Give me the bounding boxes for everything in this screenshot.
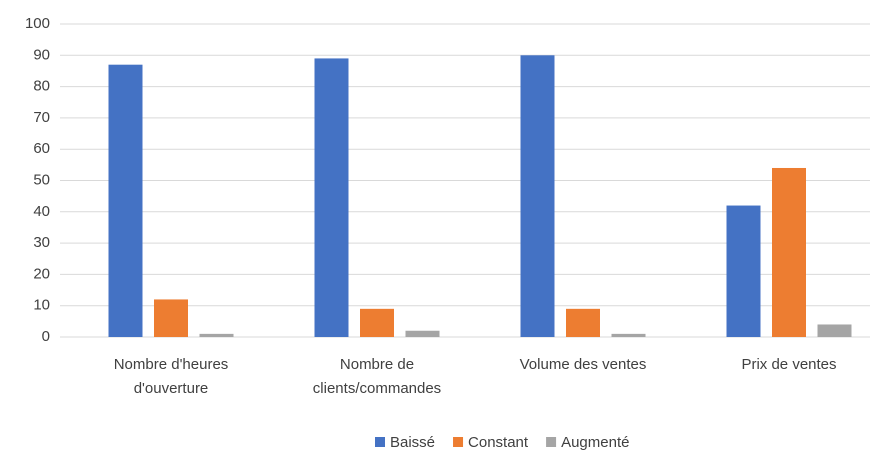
bar: [772, 167, 806, 337]
bar: [360, 308, 394, 337]
legend-swatch: [453, 437, 464, 447]
legend-label: Constant: [468, 434, 529, 451]
y-tick-label: 70: [33, 109, 50, 126]
legend-swatch: [546, 437, 557, 447]
y-tick-label: 40: [33, 203, 50, 220]
y-tick-label: 20: [33, 265, 50, 282]
legend-swatch: [375, 437, 385, 447]
y-tick-label: 0: [42, 328, 50, 345]
bar: [566, 308, 600, 337]
bar: [405, 330, 440, 337]
bar: [108, 64, 143, 337]
y-tick-label: 90: [33, 46, 50, 63]
bar: [611, 333, 646, 337]
y-tick-label: 100: [25, 15, 50, 32]
legend-label: Augmenté: [561, 434, 629, 451]
x-tick-label: Volume des ventes: [519, 356, 647, 373]
bar: [199, 333, 234, 337]
y-tick-label: 60: [33, 140, 50, 157]
y-tick-label: 10: [33, 297, 50, 314]
bar: [520, 55, 555, 338]
bar: [314, 58, 349, 338]
y-tick-label: 30: [33, 234, 50, 251]
y-tick-label: 80: [33, 78, 50, 95]
bar: [154, 299, 188, 337]
y-tick-label: 50: [33, 171, 50, 188]
legend-label: Baissé: [390, 434, 435, 451]
x-tick-label: Nombre d'heures d'ouverture: [113, 356, 229, 397]
bar: [817, 324, 852, 337]
x-tick-label: Prix de ventes: [741, 356, 837, 373]
bar: [726, 205, 761, 337]
x-tick-label: Nombre de clients/commandes: [312, 356, 442, 397]
